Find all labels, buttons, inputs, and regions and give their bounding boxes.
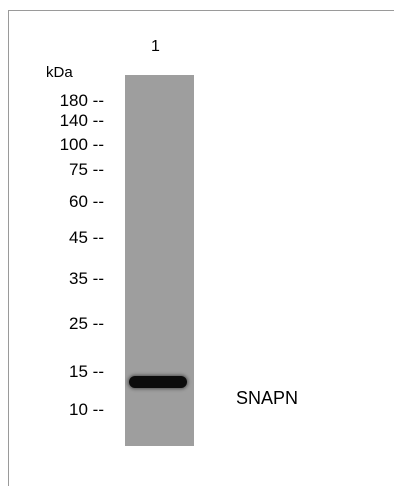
marker-180: 180 -- xyxy=(59,91,104,110)
marker-140: 140 -- xyxy=(59,111,104,130)
band-label: SNAPN xyxy=(236,388,299,408)
marker-15: 15 -- xyxy=(69,362,104,381)
marker-100: 100 -- xyxy=(59,135,104,154)
marker-35: 35 -- xyxy=(69,269,104,288)
figure-frame-top xyxy=(8,10,394,11)
marker-25: 25 -- xyxy=(69,314,104,333)
figure-frame-left xyxy=(8,10,9,486)
unit-label: kDa xyxy=(46,64,73,81)
marker-75: 75 -- xyxy=(69,160,104,179)
marker-10: 10 -- xyxy=(69,400,104,419)
marker-60: 60 -- xyxy=(69,192,104,211)
protein-band xyxy=(129,376,187,388)
lane-number: 1 xyxy=(151,38,160,55)
blot-lane xyxy=(125,75,194,446)
marker-45: 45 -- xyxy=(69,228,104,247)
